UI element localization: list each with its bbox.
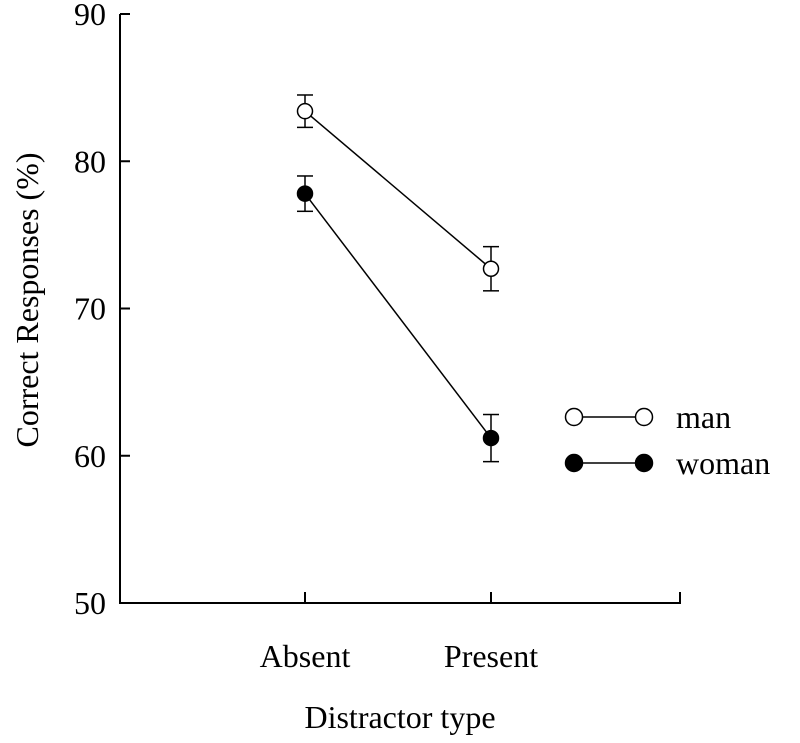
series-man <box>296 94 500 292</box>
x-tick-label: Present <box>444 638 538 674</box>
y-tick-label: 50 <box>74 585 106 621</box>
axes <box>119 14 681 604</box>
series-layer <box>296 94 500 463</box>
series-line <box>304 193 492 439</box>
y-tick-label: 80 <box>74 143 106 179</box>
legend-label: man <box>676 399 731 435</box>
x-tick-label: Absent <box>260 638 351 674</box>
legend-label: woman <box>676 445 770 481</box>
legend-marker <box>634 407 654 427</box>
legend-marker <box>564 407 584 427</box>
series-line <box>304 110 492 270</box>
y-axis-title: Correct Responses (%) <box>9 152 45 447</box>
data-point <box>482 260 500 277</box>
y-tick-label: 60 <box>74 438 106 474</box>
legend-marker <box>564 453 584 473</box>
data-point <box>482 429 500 447</box>
data-point <box>296 185 314 202</box>
y-tick-label: 70 <box>74 291 106 327</box>
legend: man woman <box>564 399 770 481</box>
data-point <box>296 102 314 120</box>
series-woman <box>296 175 500 463</box>
y-ticks: 50 60 70 80 90 <box>74 0 130 621</box>
x-ticks: Absent Present <box>260 592 538 674</box>
y-tick-label: 90 <box>74 0 106 32</box>
legend-entry-woman: woman <box>564 445 770 481</box>
legend-marker <box>634 453 654 473</box>
x-axis-title: Distractor type <box>304 699 495 735</box>
legend-entry-man: man <box>564 399 731 435</box>
